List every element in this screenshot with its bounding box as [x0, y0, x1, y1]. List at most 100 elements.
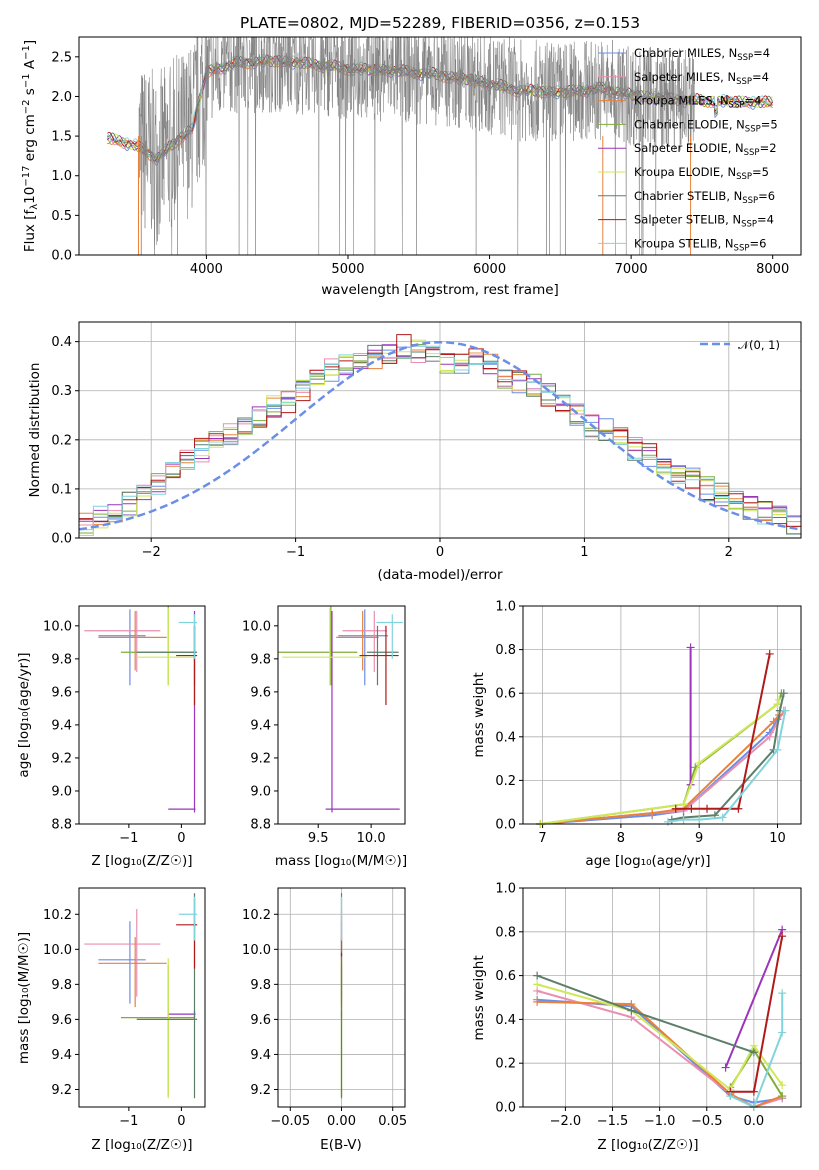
zw-ytick-label: 0.6	[495, 969, 516, 984]
aw-point-marker	[765, 732, 774, 741]
zm-ytick-label: 10.2	[43, 908, 72, 923]
em-ytick-label: 10.0	[242, 943, 271, 958]
aw-ytick-label: 0.4	[495, 730, 516, 745]
spectrum-ytick-label: 1.5	[51, 130, 72, 145]
em-ytick-label: 9.2	[250, 1083, 271, 1098]
zw-xtick-label: −1.5	[597, 1114, 629, 1129]
legend-entry: Chabrier MILES, NSSP=4	[634, 46, 770, 63]
extinction-mass-panel: −0.05 0.00 0.05 9.2 9.4 9.6 9.8 10.0 10.2	[242, 887, 407, 1129]
spectrum-frame	[78, 36, 802, 256]
za-ytick-label: 9.8	[51, 652, 72, 667]
em-ytick-label: 9.8	[250, 978, 271, 993]
zw-ytick-label: 0.0	[495, 1101, 516, 1116]
zw-point-marker	[721, 1063, 730, 1072]
ma-xtick-label: 10.0	[357, 831, 386, 846]
zw-ylabel: mass weight	[471, 955, 487, 1040]
legend-entry: Chabrier STELIB, NSSP=6	[634, 189, 775, 206]
spectrum-xtick-label: 7000	[615, 262, 648, 277]
zm-ytick-label: 9.4	[51, 1048, 72, 1063]
aw-xlabel: age [log₁₀(age/yr)]	[585, 853, 710, 869]
em-ytick-label: 10.2	[242, 908, 271, 923]
legend-entry: Salpeter ELODIE, NSSP=2	[634, 141, 777, 158]
aw-point-marker	[781, 706, 790, 715]
aw-ytick-label: 1.0	[495, 600, 516, 615]
za-frame	[78, 605, 206, 825]
zw-series-line	[724, 929, 784, 1068]
zw-point-marker	[726, 1092, 735, 1101]
histogram-ytick-label: 0.4	[51, 335, 72, 350]
metallicity-mass-panel: −1 0 9.2 9.4 9.6 9.8 10.0 10.2	[43, 887, 206, 1129]
histogram-xtick-label: 1	[580, 545, 588, 560]
histogram-xtick-label: −1	[286, 545, 305, 560]
aw-point-marker	[718, 813, 727, 822]
aw-point-marker	[773, 700, 782, 709]
za-ytick-label: 9.6	[51, 685, 72, 700]
aw-ytick-label: 0.2	[495, 774, 516, 789]
zm-ylabel: mass [log₁₀(M/M☉)]	[16, 932, 32, 1064]
zw-series-line	[729, 993, 784, 1109]
zw-point-marker	[778, 989, 787, 998]
legend-entry: Kroupa ELODIE, NSSP=5	[634, 165, 769, 182]
metallicity-weight-panel: −2.0 −1.5 −1.0 −0.5 0.0 0.0 0.2 0.4 0.6 0.8 1.0	[495, 882, 802, 1129]
aw-point-marker	[779, 689, 788, 698]
histogram-step-line	[79, 345, 801, 531]
age-weight-panel: 7 8 9 10 0.0 0.2 0.4 0.6 0.8 1.0	[495, 600, 802, 846]
legend-entry: Kroupa MILES, NSSP=4	[634, 94, 761, 111]
em-ytick-label: 9.6	[250, 1013, 271, 1028]
za-xlabel: Z [log₁₀(Z/Z☉)]	[91, 853, 192, 869]
aw-xtick-label: 8	[617, 831, 625, 846]
zw-point-marker	[778, 932, 787, 941]
aw-xtick-label: 9	[695, 831, 703, 846]
legend-entry: Salpeter MILES, NSSP=4	[634, 70, 769, 87]
histogram-xlabel: (data-model)/error	[377, 567, 503, 583]
zw-point-marker	[533, 980, 542, 989]
histogram-ytick-label: 0.3	[51, 384, 72, 399]
zw-point-marker	[533, 971, 542, 980]
zw-point-marker	[627, 1006, 636, 1015]
aw-series-line	[540, 699, 781, 825]
zw-series-line	[536, 974, 755, 1054]
ma-ytick-label: 9.6	[250, 685, 271, 700]
spectrum-panel: 4000 5000 6000 7000 8000 0.0 0.5 1.0 1.5 2.0 2.5 Ch…	[51, 36, 802, 277]
zw-ytick-label: 1.0	[495, 882, 516, 897]
aw-ylabel: mass weight	[471, 672, 487, 757]
aw-xtick-label: 10	[769, 831, 786, 846]
aw-point-marker	[695, 815, 704, 824]
zw-ytick-label: 0.8	[495, 925, 516, 940]
aw-ytick-label: 0.8	[495, 643, 516, 658]
histogram-xtick-label: −2	[142, 545, 161, 560]
legend-entry: Chabrier ELODIE, NSSP=5	[634, 117, 778, 134]
zw-xtick-label: −1.0	[644, 1114, 676, 1129]
aw-xtick-label: 7	[538, 831, 546, 846]
histogram-frame	[78, 321, 802, 539]
spectrum-ytick-label: 0.0	[51, 249, 72, 264]
normal-pdf-line	[78, 340, 802, 531]
spectrum-ytick-label: 2.5	[51, 50, 72, 65]
ma-frame	[277, 605, 406, 825]
aw-point-marker	[695, 758, 704, 767]
spectrum-ytick-label: 0.5	[51, 209, 72, 224]
zw-series-line	[730, 936, 784, 1093]
zw-xtick-label: −0.5	[691, 1114, 723, 1129]
aw-point-marker	[679, 800, 688, 809]
zm-ytick-label: 10.0	[43, 943, 72, 958]
aw-point-marker	[765, 649, 774, 658]
zw-xtick-label: 0.0	[744, 1114, 765, 1129]
za-xtick-label: 0	[177, 831, 185, 846]
za-ytick-label: 9.2	[51, 751, 72, 766]
zw-frame	[522, 887, 802, 1108]
legend-entry: Kroupa STELIB, NSSP=6	[634, 236, 766, 253]
ma-ytick-label: 9.8	[250, 652, 271, 667]
figure-title: PLATE=0802, MJD=52289, FIBERID=0356, z=0…	[240, 14, 640, 32]
spectrum-xtick-label: 8000	[756, 262, 789, 277]
za-xtick-label: −1	[119, 831, 138, 846]
spectrum-xlabel: wavelength [Angstrom, rest frame]	[321, 282, 559, 298]
za-ytick-label: 10.0	[43, 619, 72, 634]
zw-point-marker	[778, 1081, 787, 1090]
histogram-xtick-label: 2	[725, 545, 733, 560]
ma-ytick-label: 9.4	[250, 718, 271, 733]
zw-point-marker	[749, 1048, 758, 1057]
em-xtick-label: 0.00	[327, 1114, 356, 1129]
histogram-step-line	[79, 339, 801, 536]
